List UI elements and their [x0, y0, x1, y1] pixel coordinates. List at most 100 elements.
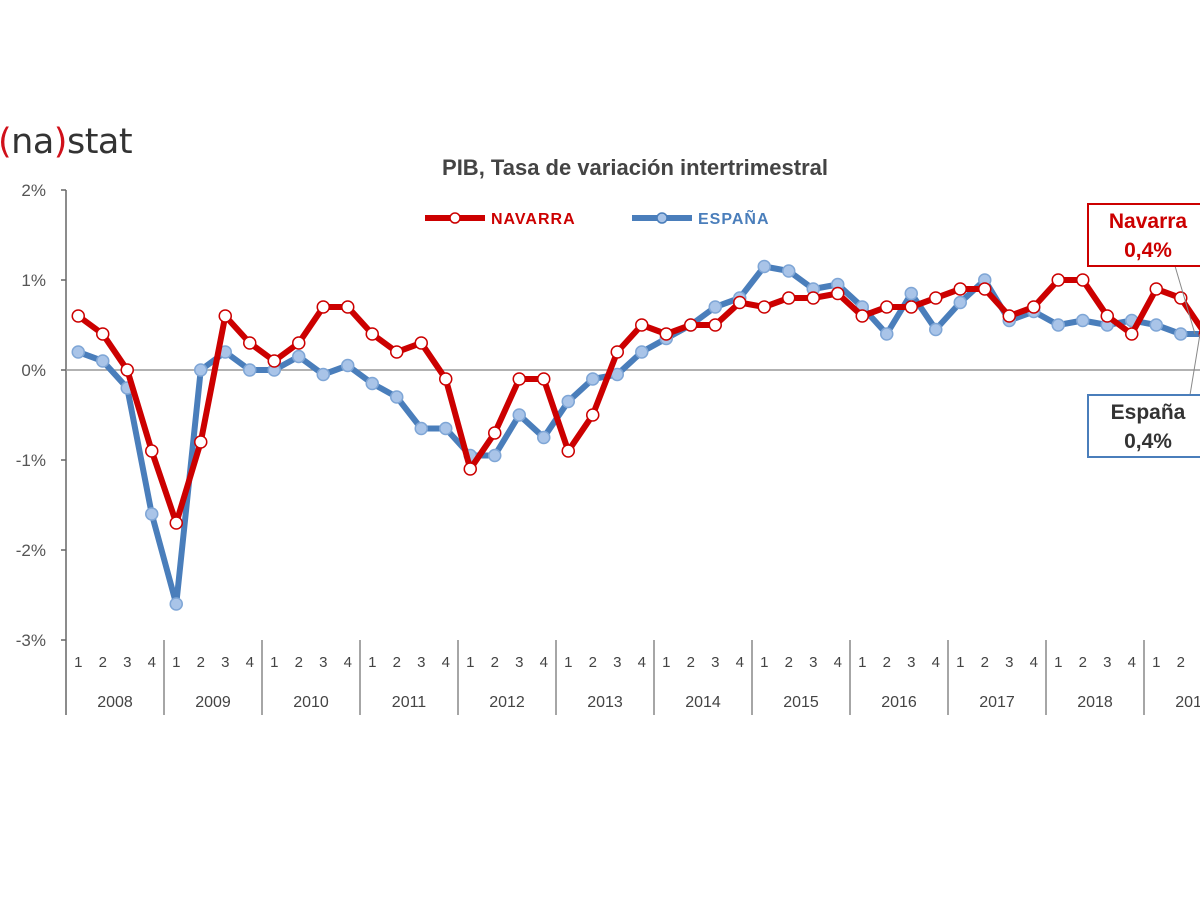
year-label: 2016 [881, 694, 917, 711]
data-point-navarra [708, 318, 722, 332]
data-point-españa [512, 408, 526, 422]
quarter-label: 2 [99, 654, 107, 671]
quarter-label: 1 [858, 654, 866, 671]
quarter-label: 2 [197, 654, 205, 671]
quarter-label: 1 [270, 654, 278, 671]
quarter-label: 2 [491, 654, 499, 671]
quarter-label: 3 [907, 654, 915, 671]
data-point-navarra [1027, 300, 1041, 314]
data-point-navarra [96, 327, 110, 341]
data-point-navarra [218, 309, 232, 323]
data-point-navarra [1076, 273, 1090, 287]
legend-marker [656, 212, 668, 224]
y-tick-label: 1% [21, 271, 46, 290]
data-point-navarra [610, 345, 624, 359]
callout-leader [1174, 265, 1196, 335]
data-point-españa [929, 322, 943, 337]
data-point-españa [341, 358, 355, 373]
y-tick-label: -1% [16, 451, 46, 470]
data-point-navarra [488, 426, 502, 440]
year-label: 2010 [293, 694, 329, 711]
legend-label: ESPAÑA [698, 208, 770, 228]
quarter-label: 1 [760, 654, 768, 671]
quarter-label: 2 [1177, 654, 1185, 671]
data-point-españa [953, 295, 967, 310]
data-point-españa [757, 259, 771, 274]
data-point-navarra [439, 372, 453, 386]
data-point-españa [243, 363, 257, 377]
data-point-navarra [1002, 309, 1016, 323]
quarter-label: 2 [883, 654, 891, 671]
data-point-españa [169, 597, 183, 611]
logo-na: na [11, 122, 54, 162]
data-point-navarra [806, 291, 820, 305]
quarter-label: 3 [1005, 654, 1013, 671]
data-point-navarra [390, 345, 404, 359]
data-point-navarra [757, 300, 771, 314]
data-point-navarra [782, 291, 796, 305]
data-point-navarra [586, 408, 600, 422]
callout-value: 0,4% [1124, 430, 1172, 453]
data-point-españa [194, 363, 208, 377]
data-point-navarra [512, 372, 526, 386]
quarter-label: 4 [442, 654, 450, 671]
quarter-label: 3 [809, 654, 817, 671]
quarter-label: 1 [74, 654, 82, 671]
data-point-navarra [365, 327, 379, 341]
legend: NAVARRA ESPAÑA [425, 208, 770, 228]
data-point-españa [292, 349, 306, 364]
quarter-label: 4 [736, 654, 744, 671]
data-point-navarra [855, 309, 869, 323]
data-point-españa [1076, 313, 1090, 328]
data-point-navarra [292, 336, 306, 350]
year-label: 2009 [195, 694, 231, 711]
data-point-navarra [880, 300, 894, 314]
data-point-navarra [929, 291, 943, 305]
logo-paren: ) [53, 122, 68, 162]
data-point-españa [145, 507, 159, 521]
data-point-españa [71, 345, 85, 359]
year-label: 2017 [979, 694, 1015, 711]
callout-label: Navarra [1109, 210, 1188, 233]
quarter-label: 3 [417, 654, 425, 671]
data-point-navarra [194, 435, 208, 449]
quarter-label: 1 [368, 654, 376, 671]
quarter-label: 2 [1079, 654, 1087, 671]
data-point-navarra [537, 372, 551, 386]
y-tick-label: 2% [21, 181, 46, 200]
data-point-navarra [684, 318, 698, 332]
data-point-navarra [1100, 309, 1114, 323]
legend-marker [449, 212, 461, 224]
callout-box [1087, 203, 1200, 267]
quarter-label: 1 [564, 654, 572, 671]
data-point-españa [904, 286, 918, 301]
callout-box [1087, 394, 1200, 458]
data-point-navarra [953, 282, 967, 296]
data-point-españa [414, 421, 428, 436]
quarter-label: 4 [638, 654, 646, 671]
data-point-navarra [243, 336, 257, 350]
quarter-label: 4 [540, 654, 548, 671]
quarter-label: 3 [515, 654, 523, 671]
callout-leader [1189, 333, 1200, 396]
quarter-label: 1 [1054, 654, 1062, 671]
data-point-españa [1051, 318, 1065, 332]
quarter-label: 4 [344, 654, 352, 671]
quarter-label: 1 [662, 654, 670, 671]
data-point-navarra [1174, 291, 1188, 305]
data-point-navarra [831, 286, 845, 301]
quarter-label: 3 [319, 654, 327, 671]
callout-value: 0,4% [1124, 239, 1172, 262]
y-tick-label: 0% [21, 361, 46, 380]
quarter-label: 1 [172, 654, 180, 671]
quarter-label: 3 [711, 654, 719, 671]
nastat-logo: (na)stat [0, 122, 133, 162]
data-point-españa [880, 327, 894, 341]
quarter-label: 2 [589, 654, 597, 671]
callout-label: España [1111, 401, 1186, 424]
chart-title: PIB, Tasa de variación intertrimestral [442, 155, 828, 180]
data-point-navarra [635, 318, 649, 332]
data-point-españa [365, 376, 379, 391]
quarter-label: 2 [295, 654, 303, 671]
